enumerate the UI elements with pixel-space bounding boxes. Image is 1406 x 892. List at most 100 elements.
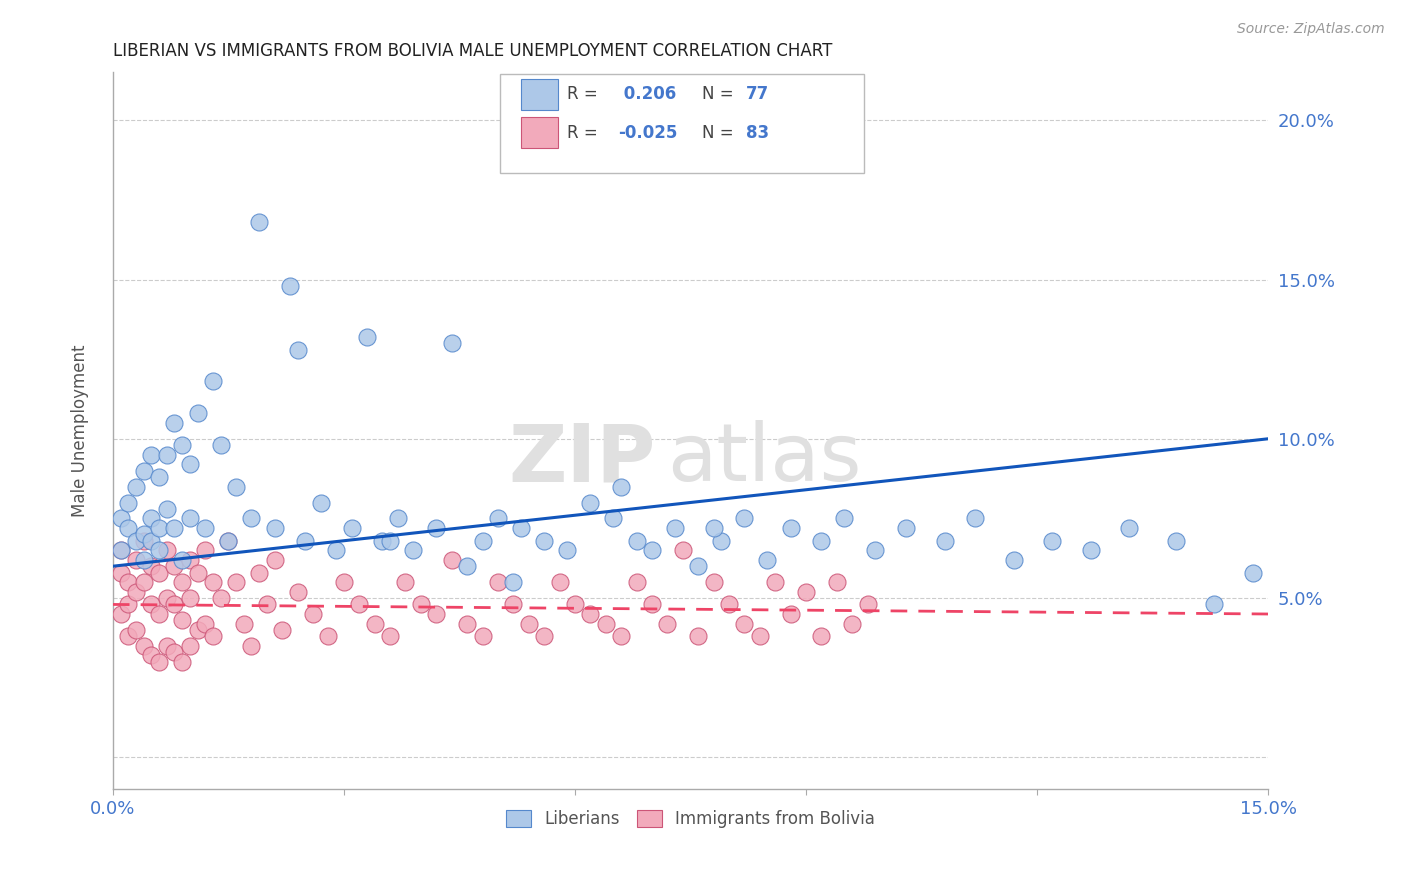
- Point: [533, 629, 555, 643]
- Point: [763, 575, 786, 590]
- Point: [117, 575, 139, 590]
- Point: [626, 533, 648, 548]
- Point: [841, 616, 863, 631]
- FancyBboxPatch shape: [520, 78, 558, 110]
- Point: [825, 575, 848, 590]
- Point: [225, 479, 247, 493]
- Point: [141, 559, 163, 574]
- Point: [179, 511, 201, 525]
- Point: [703, 575, 725, 590]
- Point: [363, 616, 385, 631]
- Point: [548, 575, 571, 590]
- Point: [240, 511, 263, 525]
- Point: [302, 607, 325, 621]
- Point: [148, 607, 170, 621]
- Point: [555, 543, 578, 558]
- Text: N =: N =: [702, 124, 740, 142]
- Point: [179, 591, 201, 605]
- Point: [834, 511, 856, 525]
- Point: [110, 543, 132, 558]
- Point: [141, 511, 163, 525]
- Point: [486, 511, 509, 525]
- Point: [278, 278, 301, 293]
- Point: [486, 575, 509, 590]
- Point: [209, 438, 232, 452]
- Point: [141, 448, 163, 462]
- Point: [179, 639, 201, 653]
- Point: [163, 645, 186, 659]
- FancyBboxPatch shape: [520, 118, 558, 148]
- Point: [318, 629, 340, 643]
- Point: [156, 501, 179, 516]
- Point: [132, 527, 155, 541]
- Point: [1241, 566, 1264, 580]
- Point: [163, 598, 186, 612]
- Point: [425, 521, 447, 535]
- Point: [533, 533, 555, 548]
- Point: [217, 533, 239, 548]
- Point: [1002, 553, 1025, 567]
- Point: [626, 575, 648, 590]
- Point: [187, 623, 209, 637]
- Text: R =: R =: [567, 124, 603, 142]
- Point: [657, 616, 679, 631]
- Point: [564, 598, 586, 612]
- Point: [201, 629, 224, 643]
- Point: [148, 470, 170, 484]
- Point: [117, 629, 139, 643]
- Point: [440, 336, 463, 351]
- Point: [141, 648, 163, 663]
- Point: [148, 655, 170, 669]
- Text: 83: 83: [747, 124, 769, 142]
- Point: [247, 566, 270, 580]
- Point: [688, 629, 710, 643]
- Point: [717, 598, 740, 612]
- Point: [794, 584, 817, 599]
- Point: [703, 521, 725, 535]
- Point: [1042, 533, 1064, 548]
- Point: [256, 598, 278, 612]
- Point: [110, 607, 132, 621]
- Point: [471, 629, 494, 643]
- Point: [179, 553, 201, 567]
- Point: [733, 616, 755, 631]
- Point: [294, 533, 316, 548]
- Point: [263, 553, 285, 567]
- Point: [187, 566, 209, 580]
- Point: [194, 543, 217, 558]
- Point: [172, 655, 194, 669]
- Point: [141, 598, 163, 612]
- Point: [340, 521, 363, 535]
- Point: [1164, 533, 1187, 548]
- Point: [325, 543, 347, 558]
- Point: [641, 543, 664, 558]
- Point: [232, 616, 254, 631]
- Text: N =: N =: [702, 85, 740, 103]
- Point: [394, 575, 416, 590]
- Point: [409, 598, 432, 612]
- Point: [748, 629, 770, 643]
- Point: [125, 479, 148, 493]
- Point: [172, 438, 194, 452]
- Point: [163, 416, 186, 430]
- Point: [356, 330, 378, 344]
- Point: [502, 598, 524, 612]
- Point: [710, 533, 733, 548]
- Point: [733, 511, 755, 525]
- Point: [402, 543, 425, 558]
- Point: [125, 584, 148, 599]
- Point: [664, 521, 686, 535]
- Point: [247, 215, 270, 229]
- Point: [132, 553, 155, 567]
- Point: [333, 575, 356, 590]
- Point: [309, 495, 332, 509]
- Point: [240, 639, 263, 653]
- Point: [110, 543, 132, 558]
- Text: 77: 77: [747, 85, 769, 103]
- Point: [349, 598, 371, 612]
- Point: [856, 598, 879, 612]
- Point: [172, 613, 194, 627]
- Point: [779, 607, 801, 621]
- Point: [156, 639, 179, 653]
- Point: [271, 623, 294, 637]
